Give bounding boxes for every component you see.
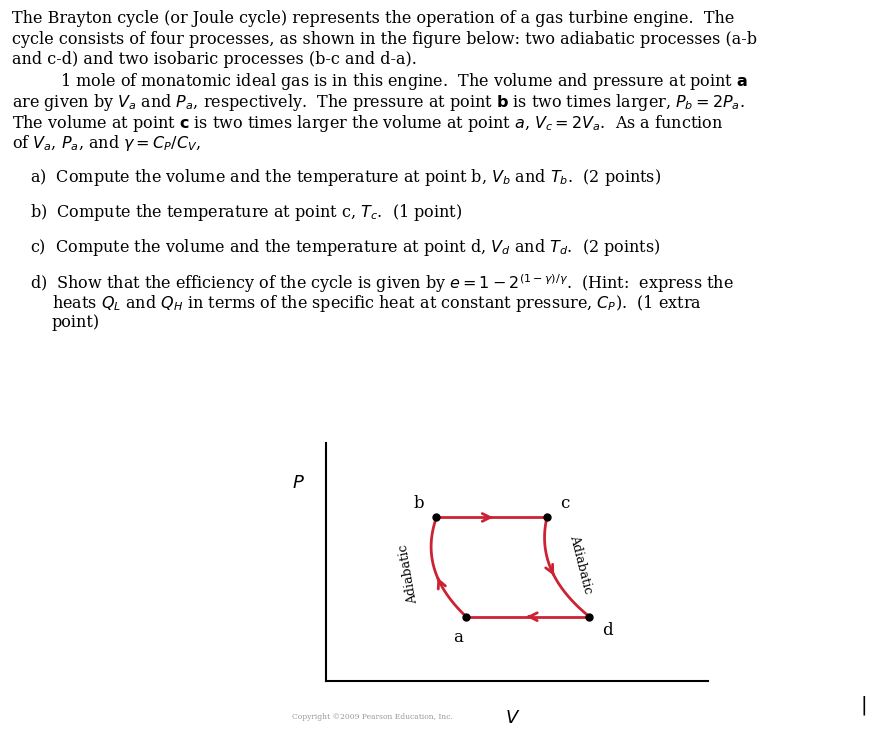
Text: Adiabatic: Adiabatic: [567, 534, 595, 596]
Text: The Brayton cycle (or Joule cycle) represents the operation of a gas turbine eng: The Brayton cycle (or Joule cycle) repre…: [12, 10, 735, 27]
Text: $P$: $P$: [292, 474, 304, 492]
Text: of $V_a$, $P_a$, and $\gamma = C_P/C_V$,: of $V_a$, $P_a$, and $\gamma = C_P/C_V$,: [12, 133, 201, 153]
Text: a: a: [453, 629, 463, 646]
Text: c)  Compute the volume and the temperature at point d, $V_d$ and $T_d$.  (2 poin: c) Compute the volume and the temperatur…: [30, 237, 660, 258]
Text: Copyright ©2009 Pearson Education, Inc.: Copyright ©2009 Pearson Education, Inc.: [292, 713, 453, 721]
Text: and c-d) and two isobaric processes (b-c and d-a).: and c-d) and two isobaric processes (b-c…: [12, 51, 417, 68]
Text: point): point): [52, 314, 100, 331]
Text: cycle consists of four processes, as shown in the figure below: two adiabatic pr: cycle consists of four processes, as sho…: [12, 31, 757, 47]
Text: 1 mole of monatomic ideal gas is in this engine.  The volume and pressure at poi: 1 mole of monatomic ideal gas is in this…: [40, 72, 748, 93]
Text: are given by $V_a$ and $P_a$, respectively.  The pressure at point $\mathbf{b}$ : are given by $V_a$ and $P_a$, respective…: [12, 92, 745, 113]
Text: $V$: $V$: [505, 709, 520, 726]
Text: The volume at point $\mathbf{c}$ is two times larger the volume at point $a$, $V: The volume at point $\mathbf{c}$ is two …: [12, 112, 723, 134]
Text: d)  Show that the efficiency of the cycle is given by $e = 1 - 2^{(1-\gamma)/\ga: d) Show that the efficiency of the cycle…: [30, 272, 734, 296]
Text: Adiabatic: Adiabatic: [397, 542, 420, 604]
Text: heats $Q_L$ and $Q_H$ in terms of the specific heat at constant pressure, $C_P$): heats $Q_L$ and $Q_H$ in terms of the sp…: [52, 293, 702, 314]
Text: b)  Compute the temperature at point c, $T_c$.  (1 point): b) Compute the temperature at point c, $…: [30, 202, 462, 223]
Text: b: b: [413, 496, 424, 512]
Text: |: |: [861, 696, 867, 715]
Text: d: d: [602, 622, 612, 639]
Text: a)  Compute the volume and the temperature at point b, $V_b$ and $T_b$.  (2 poin: a) Compute the volume and the temperatur…: [30, 167, 661, 188]
Text: c: c: [559, 496, 569, 512]
